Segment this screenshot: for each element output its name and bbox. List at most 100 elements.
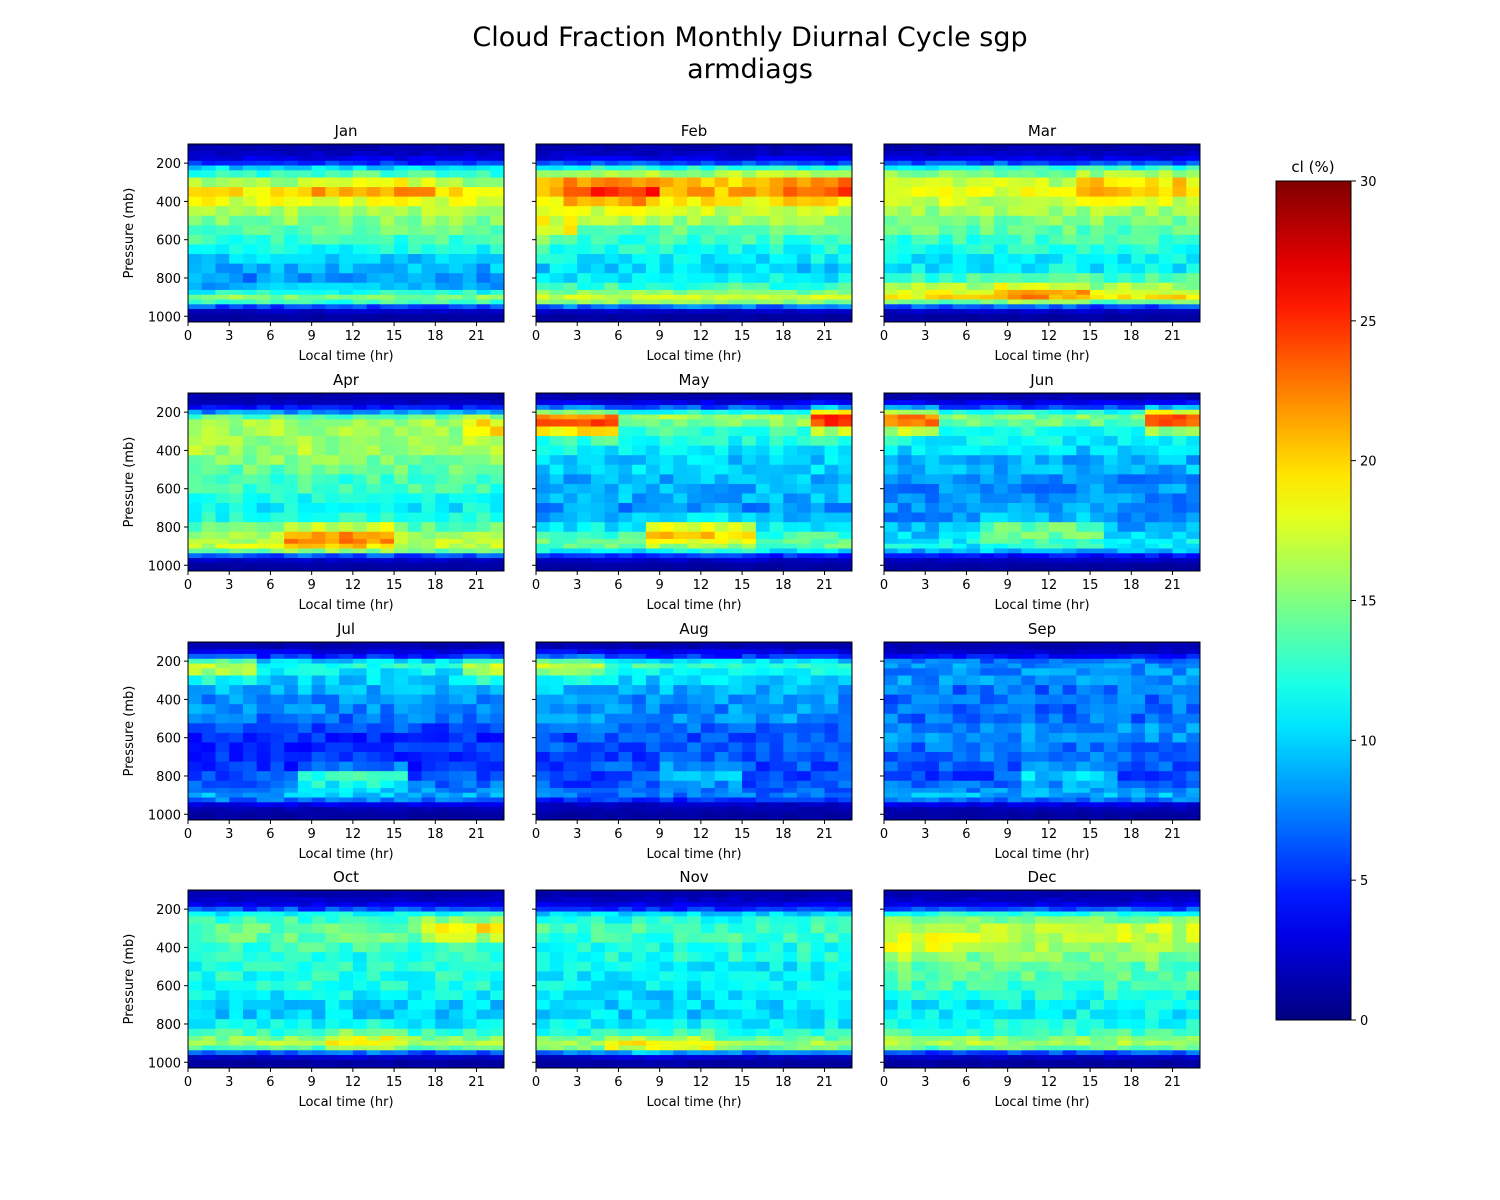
heatmap-cell [1090,393,1105,396]
heatmap-cell [1021,543,1036,549]
heatmap-cell [549,151,564,157]
heatmap-cell [687,742,702,753]
heatmap-cell [838,273,853,284]
heatmap-cell [549,522,564,533]
heatmap-cell [980,225,995,236]
heatmap-cell [325,742,340,753]
heatmap-cell [462,313,477,323]
heatmap-cell [462,436,477,447]
heatmap-cell [407,694,422,705]
heatmap-cell [462,395,477,401]
heatmap-cell [938,642,954,645]
heatmap-cell [407,668,422,676]
heatmap-cell [1035,400,1050,406]
heatmap-cell [490,263,505,274]
heatmap-cell [645,694,661,705]
heatmap-cell [884,165,899,171]
heatmap-cell [577,170,592,178]
heatmap-cell [1076,215,1091,226]
x-tick-label: 6 [962,329,970,344]
heatmap-cell [1158,282,1173,291]
heatmap-cell [824,165,839,171]
heatmap-cell [380,393,395,396]
heatmap-cell [824,215,839,226]
heatmap-cell [536,409,551,415]
heatmap-cell [632,273,647,284]
heatmap-cell [1007,289,1022,296]
heatmap-cell [1035,503,1050,514]
heatmap-cell [536,685,551,696]
heatmap-cell [1035,294,1050,300]
heatmap-cell [215,414,230,420]
heatmap-cell [201,165,216,171]
heatmap-cell [769,802,784,808]
heatmap-cell [604,675,619,686]
heatmap-cell [380,244,395,255]
heatmap-cell [769,658,784,664]
heatmap-cell [755,263,770,274]
heatmap-cell [659,170,674,178]
heatmap-cell [563,704,578,715]
heatmap-cell [604,653,619,660]
heatmap-cell [366,400,381,406]
heatmap-cell [325,558,340,564]
heatmap-cell [215,464,230,475]
heatmap-cell [884,752,899,763]
heatmap-cell [742,455,757,466]
heatmap-cell [966,187,981,198]
heatmap-cell [1076,445,1091,456]
heatmap-cell [824,196,839,207]
heatmap-cell [952,713,967,724]
heatmap-cell [884,400,899,406]
heatmap-cell [824,752,839,763]
heatmap-cell [201,787,216,794]
heatmap-cell [938,177,954,188]
heatmap-cell [215,802,230,808]
heatmap-cell [215,419,230,427]
heatmap-cell [728,282,743,291]
heatmap-cell [632,752,647,763]
heatmap-cell [352,685,368,696]
heatmap-cell [659,694,674,705]
heatmap-cell [1103,187,1118,198]
heatmap-cell [394,503,409,514]
heatmap-cell [742,215,757,226]
heatmap-cell [366,436,381,447]
heatmap-cell [476,304,491,310]
heatmap-cell [980,400,995,406]
heatmap-cell [325,562,340,572]
heatmap-cell [394,464,409,475]
heatmap-cell [476,807,491,813]
heatmap-cell [966,503,981,514]
heatmap-cell [714,294,729,300]
heatmap-cell [925,244,940,255]
heatmap-cell [563,304,578,310]
heatmap-cell [618,811,633,821]
heatmap-cell [783,792,798,798]
heatmap-cell [1090,254,1105,265]
heatmap-cell [256,797,271,803]
heatmap-cell [563,675,578,686]
heatmap-cell [838,538,853,545]
heatmap-cell [380,483,395,494]
heatmap-cell [229,395,244,401]
heatmap-cell [742,787,757,794]
heatmap-cell [1048,558,1064,564]
heatmap-cell [700,273,716,284]
heatmap-cell [1131,165,1146,171]
heatmap-cell [462,642,477,645]
heatmap-cell [742,144,757,147]
heatmap-cell [256,780,271,789]
heatmap-cell [490,234,505,245]
heatmap-cell [659,436,674,447]
heatmap-cell [742,419,757,427]
heatmap-cell [366,170,381,178]
heatmap-cell [188,553,203,559]
heatmap-cell [421,522,436,533]
heatmap-cell [256,787,271,794]
heatmap-cell [1048,464,1064,475]
heatmap-cell [1062,170,1077,178]
heatmap-cell [797,400,812,406]
heatmap-cell [284,395,299,401]
heatmap-cell [270,170,285,178]
